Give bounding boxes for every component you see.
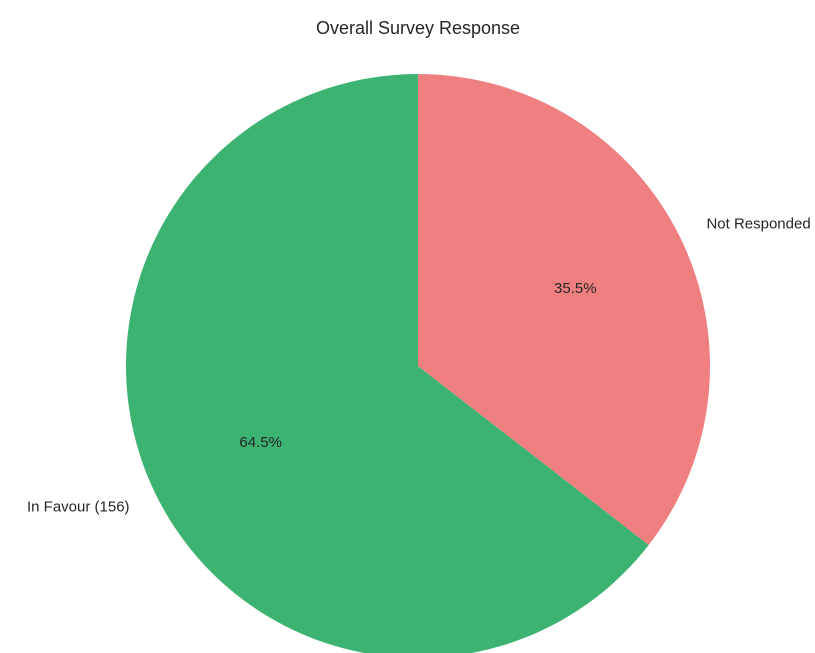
pie-outer-label-1: Not Responded (86) bbox=[706, 216, 815, 233]
pie-slice-0 bbox=[126, 74, 649, 653]
pie-slices bbox=[126, 74, 710, 653]
pie-outer-labels: In Favour (156) Not Responded (86) bbox=[27, 216, 815, 516]
pie-slice-1 bbox=[418, 74, 710, 545]
pie-percent-label-0: 64.5% bbox=[239, 434, 282, 451]
pie-percent-labels: 64.5% 35.5% bbox=[239, 280, 596, 451]
chart-title: Overall Survey Response bbox=[316, 18, 520, 38]
pie-outer-label-0: In Favour (156) bbox=[27, 498, 130, 515]
pie-percent-label-1: 35.5% bbox=[554, 280, 597, 297]
